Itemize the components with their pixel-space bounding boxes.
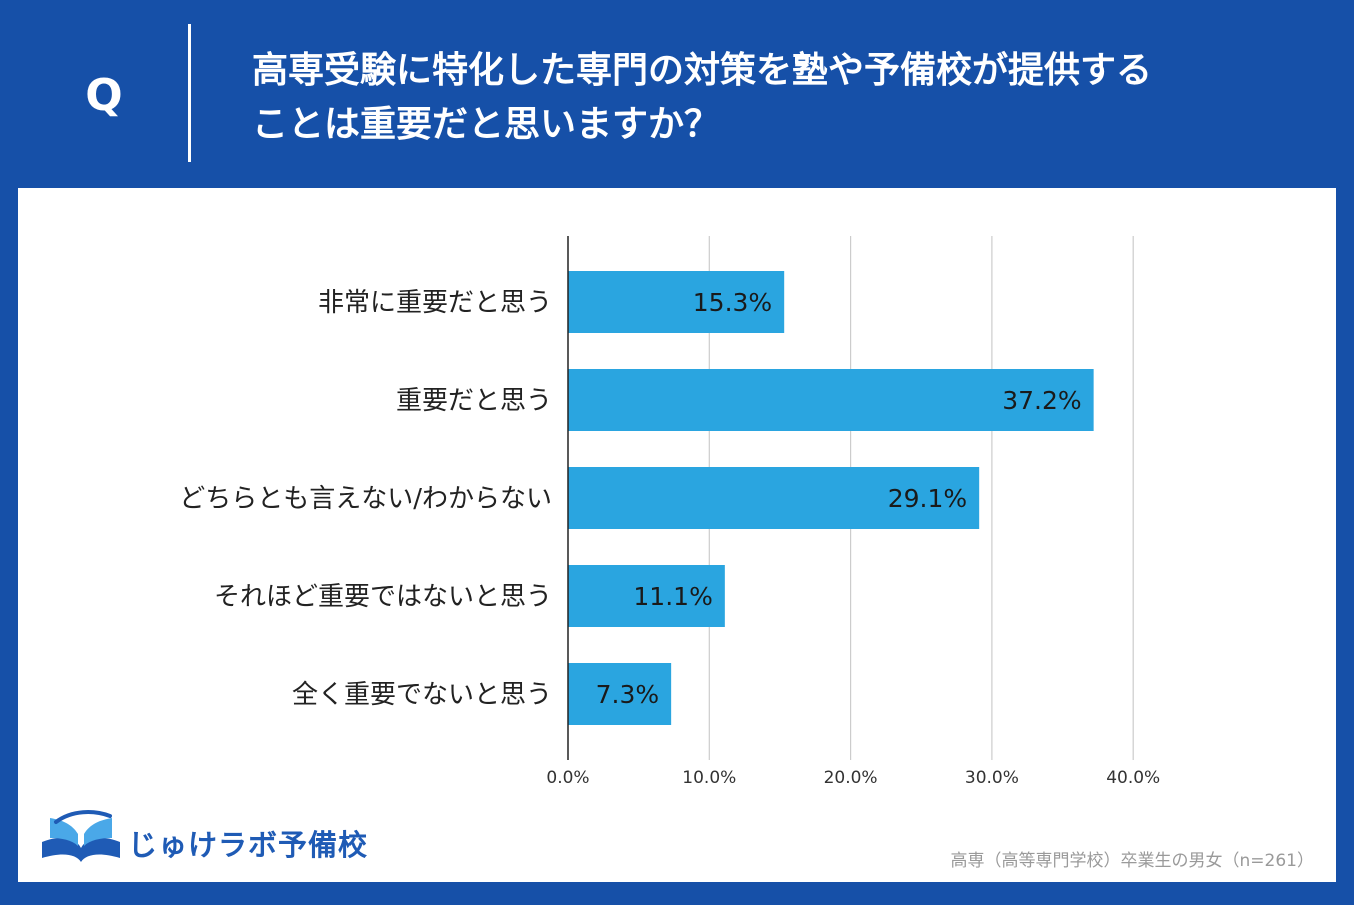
open-book-icon	[42, 810, 120, 862]
logo: じゅけラボ予備校	[38, 808, 378, 868]
chart-panel: 0.0% 10.0% 20.0% 30.0% 40.0% 15.3% 非常に重要だと思う 37…	[18, 188, 1336, 882]
question-line-1: 高専受験に特化した専門の対策を塾や予備校が提供する	[252, 50, 1153, 91]
bar-chart: 0.0% 10.0% 20.0% 30.0% 40.0% 15.3% 非常に重要だと思う 37…	[179, 236, 1160, 788]
bar	[568, 467, 980, 529]
footnote: 高専（高等専門学校）卒業生の男女（n=261）	[950, 851, 1314, 871]
bar	[568, 271, 785, 333]
bar	[568, 663, 672, 725]
q-label: Q	[85, 70, 123, 121]
category-label: 非常に重要だと思う	[318, 288, 552, 318]
x-tick-label: 40.0%	[1106, 768, 1160, 788]
header-divider	[188, 24, 191, 162]
x-tick-label: 30.0%	[965, 768, 1019, 788]
header: Q 高専受験に特化した専門の対策を塾や予備校が提供する ことは重要だと思いますか…	[0, 0, 1354, 188]
category-label: それほど重要ではないと思う	[214, 582, 552, 612]
data-label: 29.1%	[888, 484, 967, 513]
data-label: 37.2%	[1002, 386, 1081, 415]
bar	[568, 369, 1094, 431]
logo-text: じゅけラボ予備校	[128, 828, 369, 862]
question-title: 高専受験に特化した専門の対策を塾や予備校が提供する ことは重要だと思いますか？	[252, 44, 1332, 152]
question-line-2: ことは重要だと思いますか？	[252, 104, 721, 145]
data-label: 11.1%	[633, 582, 712, 611]
category-label: どちらとも言えない/わからない	[179, 484, 552, 514]
x-tick-label: 10.0%	[682, 768, 736, 788]
data-label: 15.3%	[693, 288, 772, 317]
category-label: 重要だと思う	[396, 386, 552, 416]
x-tick-label: 20.0%	[824, 768, 878, 788]
bar	[568, 565, 725, 627]
data-label: 7.3%	[596, 680, 660, 709]
category-label: 全く重要でないと思う	[292, 680, 552, 710]
x-tick-label: 0.0%	[546, 768, 589, 788]
